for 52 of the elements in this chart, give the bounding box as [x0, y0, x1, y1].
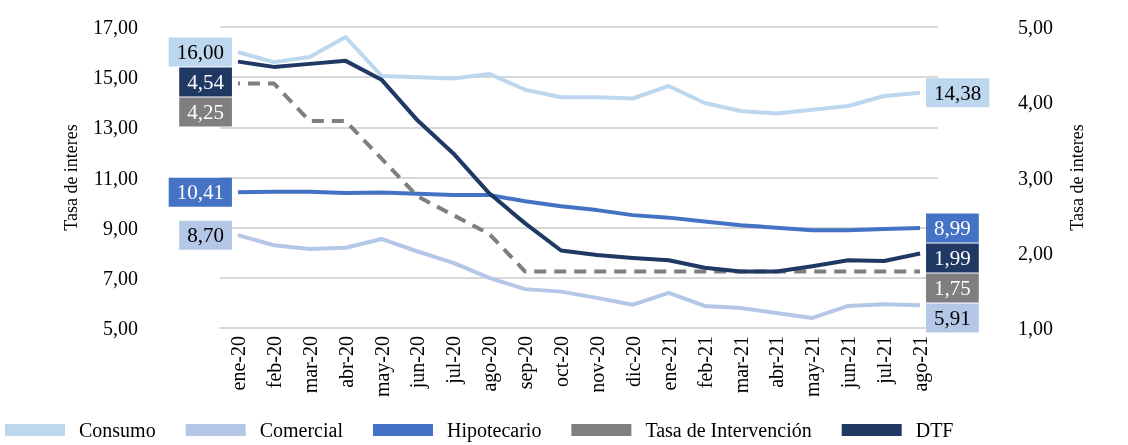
x-tick-label: may-20: [370, 336, 394, 398]
y-tick-label: 5,00: [103, 317, 138, 339]
x-tick-label: jun-20: [406, 336, 430, 390]
data-label: 4,25: [187, 100, 224, 125]
y-axis-title: Tasa de interes: [61, 124, 81, 231]
x-tick-label: ago-20: [478, 336, 502, 392]
legend-label: Hipotecario: [446, 419, 542, 442]
x-tick-label: abr-20: [334, 336, 357, 388]
x-tick-label: ene-20: [226, 336, 249, 391]
data-label: 10,41: [176, 180, 224, 205]
data-label: 4,54: [187, 70, 225, 95]
data-label: 8,99: [934, 215, 971, 240]
y-tick-label: 7,00: [103, 266, 138, 289]
x-tick-label: oct-20: [550, 336, 573, 388]
x-tick-label: jun-21: [837, 336, 861, 390]
x-tick-label: jul-21: [873, 336, 897, 385]
y-tick-label: 11,00: [93, 166, 138, 189]
line-series: [235, 189, 923, 233]
x-tick-label: mar-21: [729, 336, 752, 394]
y-tick-label: 15,00: [93, 66, 138, 89]
y2-tick-label: 2,00: [1018, 241, 1053, 264]
y-tick-label: 9,00: [103, 216, 138, 239]
data-label: 16,00: [176, 40, 224, 65]
x-tick-label: may-21: [801, 336, 825, 398]
data-label: 14,38: [934, 80, 982, 105]
y2-tick-label: 4,00: [1018, 91, 1053, 114]
y-tick-label: 17,00: [93, 16, 138, 38]
data-label: 8,70: [187, 223, 224, 248]
legend-label: DTF: [915, 419, 954, 441]
data-label: 5,91: [934, 305, 971, 330]
legend-label: Consumo: [79, 419, 156, 441]
y2-tick-label: 1,00: [1018, 317, 1053, 339]
x-tick-label: feb-21: [693, 336, 716, 389]
x-tick-label: sep-20: [514, 336, 538, 390]
line-series: [235, 35, 923, 116]
legend-label: Tasa de Intervención: [645, 419, 812, 441]
x-tick-label: jul-20: [442, 336, 466, 385]
y-tick-label: 13,00: [93, 116, 138, 139]
x-tick-label: mar-20: [298, 336, 321, 394]
y2-axis-title: Tasa de interes: [1067, 124, 1087, 231]
y2-tick-label: 5,00: [1018, 16, 1053, 38]
x-tick-label: dic-20: [621, 336, 644, 388]
line-series: [235, 233, 923, 320]
x-tick-label: abr-21: [765, 336, 788, 388]
data-label: 1,99: [934, 245, 971, 270]
data-label: 1,75: [934, 275, 971, 300]
x-tick-label: nov-20: [585, 336, 608, 393]
x-tick-label: ago-21: [909, 336, 933, 392]
x-tick-label: ene-21: [657, 336, 680, 391]
x-tick-label: feb-20: [262, 336, 285, 389]
legend-label: Comercial: [259, 419, 344, 441]
y2-tick-label: 3,00: [1018, 166, 1053, 189]
